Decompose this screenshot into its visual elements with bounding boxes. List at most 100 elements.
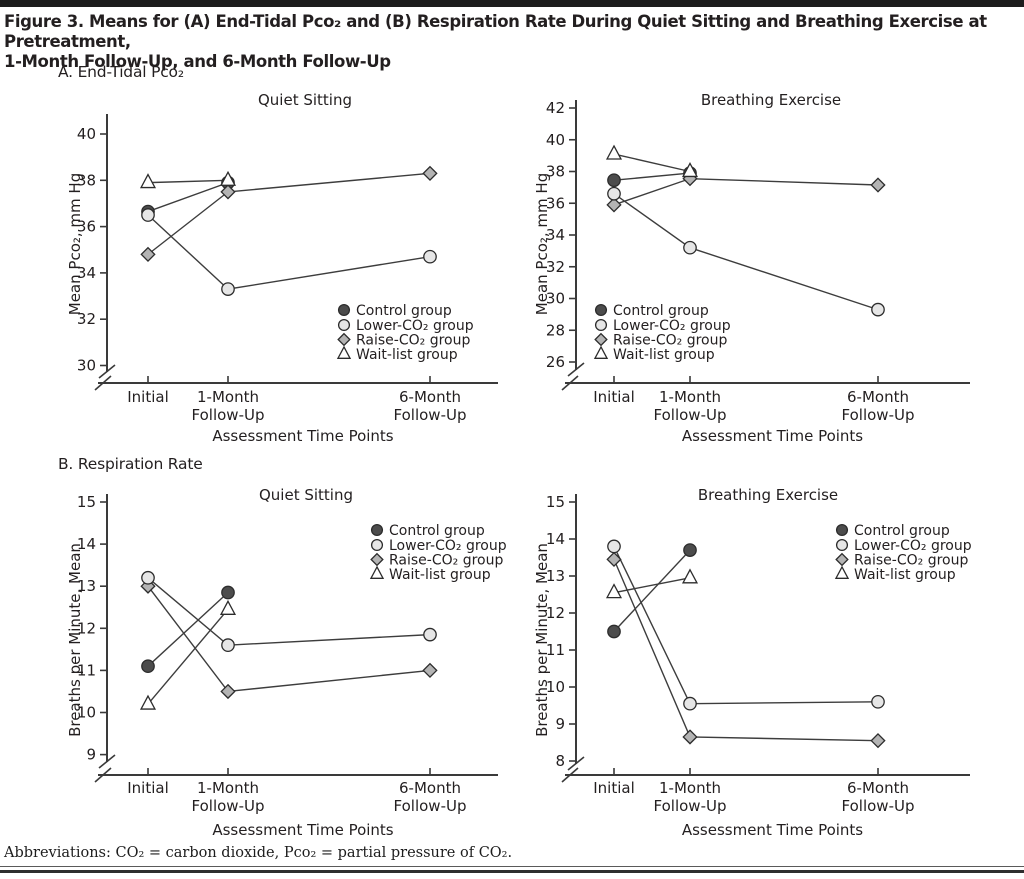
legend-marker-raise-co-group — [370, 552, 384, 567]
series-line-wait-list-group — [147, 608, 229, 705]
series-line-control-group — [147, 181, 229, 213]
series-line-raise-co-group — [147, 585, 431, 693]
y-tick-label: 36 — [77, 218, 96, 236]
y-tick-label: 28 — [546, 321, 565, 339]
legend-marker-control-group — [370, 523, 384, 537]
series-line-wait-list-group — [147, 179, 229, 184]
series-line-control-group — [147, 592, 229, 667]
y-axis-title: Mean Pco₂, mm Hg — [533, 173, 551, 315]
bottom-rule-thick — [0, 870, 1024, 873]
legend-marker-lower-co-group — [835, 538, 849, 552]
legend-label: Raise-CO₂ group — [389, 553, 503, 569]
marker-wait-list-group — [219, 170, 237, 186]
series-line-wait-list-group — [613, 577, 691, 594]
y-tick-label: 15 — [77, 493, 96, 511]
y-tick-label: 36 — [546, 194, 565, 212]
legend-marker-wait-list-group — [834, 565, 850, 579]
x-tick-label: 6-Month — [847, 779, 909, 797]
marker-control-group — [221, 585, 235, 600]
y-tick-label: 10 — [546, 678, 565, 696]
panel-b-label: B. Respiration Rate — [58, 455, 203, 473]
y-tick-label: 13 — [546, 567, 565, 585]
x-tick-label: 1-Month — [659, 779, 721, 797]
marker-lower-co-group — [141, 570, 155, 585]
legend-marker-wait-list-group — [336, 345, 352, 359]
y-axis-title: Breaths per Minute, Mean — [533, 543, 551, 737]
series-line-raise-co-group — [613, 177, 879, 206]
x-tick-label: 1-Month — [197, 388, 259, 406]
y-tick-label: 8 — [555, 752, 565, 770]
x-tick-label: Follow-Up — [394, 797, 467, 815]
legend-label: Control group — [389, 523, 485, 539]
marker-wait-list-group — [605, 144, 623, 160]
chart-title: Quiet Sitting — [258, 91, 352, 109]
y-tick-label: 34 — [546, 226, 565, 244]
y-tick-label: 34 — [77, 264, 96, 282]
legend-label: Wait-list group — [389, 567, 491, 583]
y-axis-title: Breaths per Minute, Mean — [66, 543, 84, 737]
marker-lower-co-group — [423, 627, 437, 642]
legend-label: Lower-CO₂ group — [854, 538, 972, 554]
marker-lower-co-group — [221, 638, 235, 652]
abbreviations-note: Abbreviations: CO₂ = carbon dioxide, Pco… — [4, 845, 513, 861]
marker-lower-co-group — [683, 240, 697, 255]
y-tick-label: 38 — [77, 171, 96, 189]
marker-wait-list-group — [681, 568, 699, 584]
y-axis-break — [98, 754, 116, 769]
series-line-raise-co-group — [613, 559, 879, 742]
marker-lower-co-group — [423, 249, 437, 264]
y-tick-label: 11 — [77, 661, 96, 679]
y-axis-break — [567, 756, 585, 771]
chart-endtidal-quiet-sitting: Quiet Sitting 30 32 34 36 38 40 Mean Pco₂, mm H… — [66, 91, 498, 445]
x-tick-label: Follow-Up — [192, 406, 265, 424]
series-line-lower-co-group — [613, 193, 879, 311]
x-tick-label: 1-Month — [659, 388, 721, 406]
legend-marker-lower-co-group — [337, 318, 351, 332]
chart-respiration-quiet-sitting: Quiet Sitting 9 10 11 12 13 14 15 Breaths per Mi… — [66, 486, 507, 839]
legend-label: Lower-CO₂ group — [356, 318, 474, 334]
x-axis-title: Assessment Time Points — [212, 427, 393, 445]
y-axis-break — [98, 364, 116, 379]
x-tick-label: 1-Month — [197, 779, 259, 797]
chart-endtidal-breathing-exercise: Breathing Exercise 26 28 30 32 34 36 38 40 42 Mean… — [533, 91, 970, 445]
series-line-control-group — [613, 549, 691, 632]
marker-wait-list-group — [219, 599, 237, 615]
x-axis-title: Assessment Time Points — [212, 821, 393, 839]
x-tick-label: Follow-Up — [842, 797, 915, 815]
x-tick-label: Follow-Up — [654, 797, 727, 815]
y-tick-label: 14 — [546, 530, 565, 548]
marker-raise-co-group — [606, 551, 622, 567]
legend-label: Raise-CO₂ group — [356, 333, 470, 349]
legend-marker-control-group — [337, 303, 351, 317]
legend-label: Control group — [356, 303, 452, 319]
x-tick-label: Follow-Up — [192, 797, 265, 815]
legend-label: Control group — [613, 303, 709, 319]
bottom-rule-thin — [0, 866, 1024, 867]
marker-wait-list-group — [605, 583, 623, 599]
marker-raise-co-group — [140, 578, 156, 594]
marker-control-group — [607, 173, 621, 188]
marker-raise-co-group — [220, 184, 236, 200]
x-tick-label: 6-Month — [399, 779, 461, 797]
y-tick-label: 30 — [546, 290, 565, 308]
legend-label: Lower-CO₂ group — [613, 318, 731, 334]
x-tick-label: Follow-Up — [654, 406, 727, 424]
y-tick-label: 13 — [77, 577, 96, 595]
y-tick-label: 14 — [77, 535, 96, 553]
marker-lower-co-group — [683, 696, 697, 711]
legend-marker-raise-co-group — [835, 552, 849, 567]
y-tick-label: 10 — [77, 704, 96, 722]
chart-title: Quiet Sitting — [259, 486, 353, 504]
figure-title: Figure 3. Means for (A) End-Tidal Pco₂ a… — [4, 12, 1020, 72]
marker-lower-co-group — [871, 694, 885, 709]
series-line-control-group — [613, 172, 691, 181]
marker-raise-co-group — [140, 246, 156, 262]
marker-wait-list-group — [139, 694, 157, 710]
marker-wait-list-group — [681, 162, 699, 178]
y-tick-label: 12 — [77, 619, 96, 637]
chart-title: Breathing Exercise — [698, 486, 838, 504]
marker-raise-co-group — [682, 729, 698, 745]
